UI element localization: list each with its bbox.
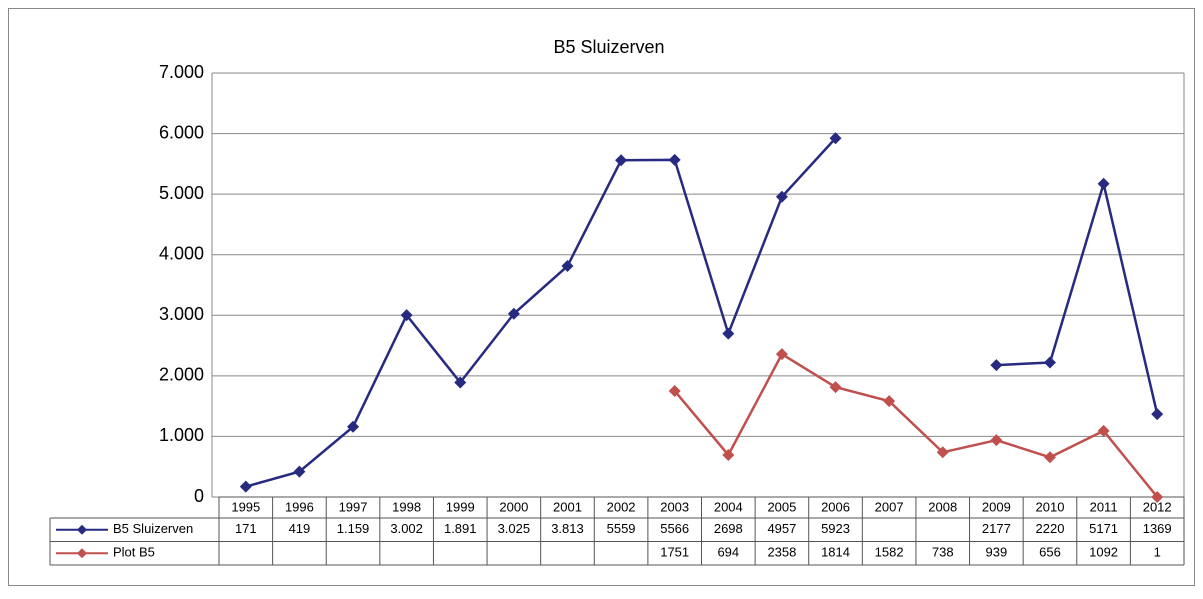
point (883, 395, 896, 408)
legend-marker (77, 548, 87, 559)
chart-border (8, 8, 1195, 586)
point (561, 260, 574, 273)
point (829, 132, 842, 145)
table-value: 1.891 (444, 521, 477, 536)
table-value: 939 (986, 545, 1008, 560)
table-value: 5923 (821, 521, 850, 536)
table-value: 2220 (1036, 521, 1065, 536)
table-value: 3.813 (551, 521, 584, 536)
point (1097, 177, 1110, 190)
table-value: 5171 (1089, 521, 1118, 536)
chart-title: B5 Sluizerven (553, 37, 664, 57)
x-tick-label: 2005 (767, 499, 796, 514)
series-line (996, 178, 1159, 415)
x-tick-label: 2000 (499, 499, 528, 514)
y-tick-label: 6.000 (159, 122, 204, 142)
x-tick-label: 1996 (285, 499, 314, 514)
table-value: 3.025 (498, 521, 531, 536)
x-tick-label: 2010 (1036, 499, 1065, 514)
point (775, 348, 788, 361)
point (829, 381, 842, 394)
point (1043, 356, 1056, 369)
point (1043, 451, 1056, 464)
point (293, 465, 306, 478)
table-value: 656 (1039, 545, 1061, 560)
point (615, 154, 628, 167)
series-line (245, 137, 837, 488)
point (400, 309, 413, 322)
point (1151, 490, 1164, 503)
table-value: 738 (932, 545, 954, 560)
point (668, 153, 681, 166)
table-value: 2698 (714, 521, 743, 536)
x-tick-label: 1995 (231, 499, 260, 514)
x-tick-label: 2011 (1090, 499, 1118, 514)
table-value: 2177 (982, 521, 1011, 536)
point (1097, 424, 1110, 437)
point (722, 327, 735, 340)
point (507, 307, 520, 320)
table-value: 2358 (767, 545, 796, 560)
y-tick-label: 2.000 (159, 365, 204, 385)
table-value: 1092 (1089, 545, 1118, 560)
table-value: 5559 (607, 521, 636, 536)
y-tick-label: 3.000 (159, 304, 204, 324)
y-tick-label: 0 (194, 486, 204, 506)
x-tick-label: 2004 (714, 499, 743, 514)
table-value: 1751 (660, 545, 689, 560)
point (936, 446, 949, 459)
point (454, 376, 467, 389)
x-tick-label: 1997 (339, 499, 368, 514)
point (722, 448, 735, 461)
table-value: 4957 (767, 521, 796, 536)
table-value: 1814 (821, 545, 850, 560)
x-tick-label: 2012 (1143, 499, 1172, 514)
table-value: 1582 (875, 545, 904, 560)
x-tick-label: 2003 (660, 499, 689, 514)
legend-label: Plot B5 (113, 545, 155, 560)
table-value: 1.159 (337, 521, 370, 536)
x-tick-label: 2001 (553, 499, 582, 514)
point (775, 190, 788, 203)
table-value: 3.002 (390, 521, 423, 536)
table-value: 171 (235, 521, 257, 536)
legend-marker (77, 524, 87, 535)
point (347, 420, 360, 433)
y-tick-label: 7.000 (159, 62, 204, 82)
x-tick-label: 2006 (821, 499, 850, 514)
table-value: 694 (717, 545, 739, 560)
x-tick-label: 2009 (982, 499, 1011, 514)
x-tick-label: 2008 (928, 499, 957, 514)
point (1151, 408, 1164, 421)
point (668, 384, 681, 397)
legend-label: B5 Sluizerven (113, 521, 193, 536)
table-value: 5566 (660, 521, 689, 536)
table-value: 1 (1154, 545, 1161, 560)
point (239, 480, 252, 493)
y-tick-label: 4.000 (159, 243, 204, 263)
series-line (673, 352, 1159, 498)
y-tick-label: 5.000 (159, 183, 204, 203)
x-tick-label: 2007 (875, 499, 904, 514)
point (990, 359, 1003, 372)
table-value: 419 (289, 521, 311, 536)
table-value: 1369 (1143, 521, 1172, 536)
x-tick-label: 2002 (607, 499, 636, 514)
y-tick-label: 1.000 (159, 425, 204, 445)
x-tick-label: 1999 (446, 499, 475, 514)
point (990, 434, 1003, 447)
x-tick-label: 1998 (392, 499, 421, 514)
